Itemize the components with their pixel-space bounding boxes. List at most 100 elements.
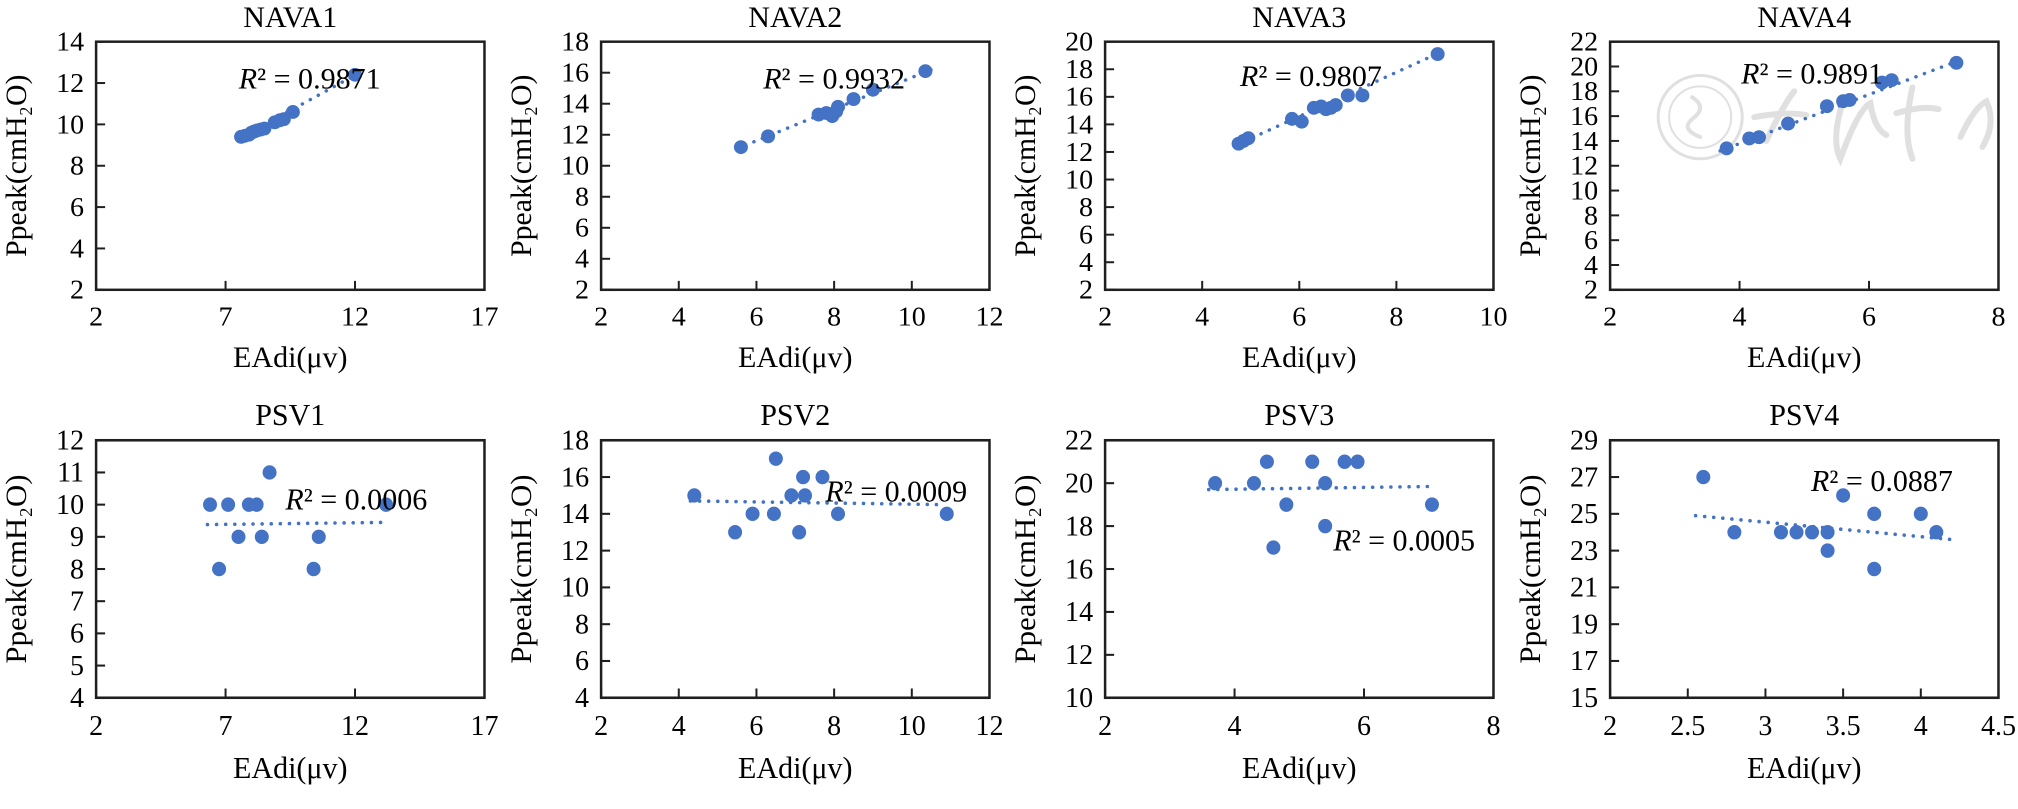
r-squared-annotation: R² = 0.0887	[1810, 464, 1953, 498]
plot-border	[1608, 40, 2000, 292]
y-axis-tick-label: 5	[70, 651, 84, 682]
x-axis-tick-label: 2	[594, 302, 608, 333]
plot-border	[1608, 438, 2000, 700]
x-axis-tick-label: 4	[671, 710, 685, 741]
data-point	[1913, 506, 1928, 522]
x-axis-tick-label: 12	[975, 302, 1003, 333]
watermark-calligraphy	[1832, 94, 1889, 167]
r-squared-annotation: R² = 0.0009	[824, 474, 967, 508]
plot-border	[599, 40, 991, 292]
watermark-seal-inner	[1667, 85, 1732, 149]
r-squared-annotation: R² = 0.9871	[238, 62, 381, 95]
data-point	[285, 105, 300, 119]
x-axis-label: EAdi(μv)	[738, 751, 852, 785]
y-axis-tick-label: 10	[56, 490, 84, 521]
y-axis-tick-label: 12	[1570, 151, 1598, 182]
y-axis-tick-label: 27	[1570, 462, 1598, 493]
y-axis-tick-label: 10	[56, 109, 84, 140]
watermark-calligraphy	[1956, 97, 1994, 150]
r-squared-annotation: R² = 0.9891	[1740, 57, 1883, 90]
x-axis-tick-label: 4	[1913, 710, 1927, 741]
x-axis-label: EAdi(μv)	[1747, 341, 1861, 374]
data-point	[221, 497, 236, 512]
y-axis-tick-label: 21	[1570, 572, 1598, 603]
y-axis-tick-label: 10	[561, 151, 589, 182]
y-axis-tick-label: 8	[1584, 200, 1598, 231]
x-axis-tick-label: 2	[1098, 302, 1112, 333]
y-axis-tick-label: 2	[575, 275, 589, 306]
y-axis-tick-label: 2	[70, 275, 84, 306]
y-axis-label: Ppeak(cmH₂O)	[505, 75, 538, 257]
data-point	[1424, 497, 1439, 512]
y-axis-tick-label: 2	[1079, 275, 1093, 306]
chart-panel-nava4: 2 4 6 8 10 12 14 16 18 20 22 2 4 6 8 NAVA4 EAdi(μv) Ppeak…	[1514, 0, 2018, 397]
trend-line	[1206, 484, 1437, 492]
y-axis-tick-label: 12	[561, 120, 589, 151]
chart-panel-psv2: 4 6 8 10 12 14 16 18 2 4 6 8 10 12 PSV2 EAdi(μv) Ppeak(c…	[505, 397, 1010, 809]
data-point	[1340, 88, 1355, 103]
y-axis-tick-label: 4	[1079, 247, 1093, 278]
data-point	[249, 497, 264, 512]
y-axis-tick-label: 29	[1570, 425, 1598, 456]
watermark-calligraphy	[1892, 84, 1941, 162]
y-axis-tick-label: 2	[1584, 275, 1598, 306]
y-axis-tick-label: 12	[561, 536, 589, 567]
data-point	[1789, 525, 1804, 540]
y-axis-tick-label: 6	[1079, 220, 1093, 251]
y-axis-label: Ppeak(cmH₂O)	[1009, 474, 1042, 663]
data-point	[830, 506, 845, 522]
y-axis-tick-label: 14	[1065, 597, 1093, 628]
y-axis-tick-label: 6	[575, 213, 589, 244]
watermark	[1656, 73, 1994, 167]
data-point	[766, 506, 781, 522]
x-axis-label: EAdi(μv)	[1242, 751, 1356, 785]
y-axis-tick-label: 14	[1570, 126, 1598, 157]
x-axis-tick-label: 17	[470, 710, 498, 741]
chart-panel-nava1: 2 4 6 8 10 12 14 2 7 12 17 NAVA1 EAdi(μv) Ppeak(cmH₂O…	[0, 0, 505, 397]
y-axis-tick-label: 16	[561, 58, 589, 89]
data-point	[1430, 47, 1445, 62]
data-point	[760, 129, 775, 144]
y-axis-label: Ppeak(cmH₂O)	[1514, 474, 1547, 663]
chart-panel-nava3: 2 4 6 8 10 12 14 16 18 20 2 4 6 8 10 NAVA3 EAdi(μv) Ppeak…	[1009, 0, 1514, 397]
y-axis-tick-label: 20	[1065, 468, 1093, 499]
x-axis-tick-label: 2.5	[1670, 710, 1705, 741]
trend-line	[1234, 49, 1445, 147]
data-point	[797, 488, 812, 503]
x-axis-tick-label: 3.5	[1825, 710, 1860, 741]
y-axis-tick-label: 6	[70, 618, 84, 649]
data-point	[727, 525, 742, 540]
x-axis-tick-label: 6	[1862, 302, 1876, 333]
r-squared-annotation: R² = 0.9807	[1239, 60, 1382, 93]
plot-border	[94, 438, 486, 700]
data-point	[1835, 488, 1850, 503]
y-axis-tick-label: 6	[575, 646, 589, 677]
chart-title: PSV4	[1769, 397, 1839, 431]
watermark-seal-outer	[1656, 73, 1744, 161]
y-axis-tick-label: 8	[70, 554, 84, 585]
data-point	[1819, 99, 1834, 114]
data-point	[830, 99, 845, 114]
data-point	[254, 529, 269, 545]
data-point	[1328, 98, 1343, 113]
x-axis-tick-label: 8	[1486, 710, 1500, 741]
y-axis-tick-label: 18	[561, 27, 589, 58]
chart-panel-psv3: 10 12 14 16 18 20 22 2 4 6 8 PSV3 EAdi(μv) Ppeak(cmH₂…	[1009, 397, 1514, 809]
x-axis-label: EAdi(μv)	[233, 341, 347, 374]
y-axis-tick-label: 18	[1065, 511, 1093, 542]
y-axis-tick-label: 14	[56, 27, 84, 58]
plot-border	[599, 438, 991, 700]
watermark-calligraphy	[1750, 88, 1809, 144]
plot-border	[1103, 438, 1495, 700]
y-axis-tick-label: 23	[1570, 536, 1598, 567]
y-axis-tick-label: 16	[1065, 554, 1093, 585]
trend-line	[688, 499, 945, 507]
y-axis-tick-label: 22	[1065, 425, 1093, 456]
y-axis-tick-label: 4	[70, 683, 84, 714]
chart-title: NAVA3	[1252, 1, 1346, 34]
x-axis-tick-label: 4	[1228, 710, 1242, 741]
scatter-chart-nava1: 2 4 6 8 10 12 14 2 7 12 17 NAVA1 EAdi(μv) Ppeak(cmH₂O…	[0, 1, 499, 374]
